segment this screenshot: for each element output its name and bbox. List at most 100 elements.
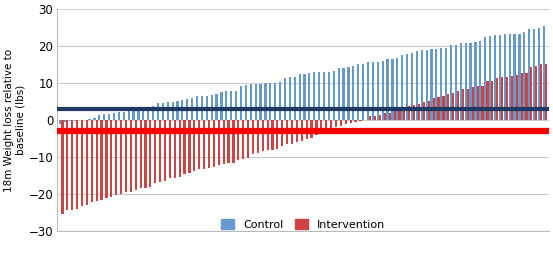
Bar (176, 101, 179, 120)
Bar (362, 64, 364, 120)
Bar (206, 96, 208, 120)
Bar (88, 119, 91, 120)
Bar (147, 107, 149, 120)
Bar (450, 45, 452, 120)
Bar (418, 104, 420, 120)
Bar (125, 120, 127, 192)
Bar (262, 120, 264, 151)
Bar (430, 49, 432, 120)
Bar (61, 120, 64, 214)
Bar (342, 68, 345, 120)
Bar (401, 55, 403, 120)
Bar (437, 97, 440, 120)
Bar (196, 96, 198, 120)
Bar (276, 120, 279, 149)
Bar (98, 115, 101, 120)
Bar (427, 100, 430, 120)
Bar (272, 120, 274, 150)
Bar (164, 120, 166, 181)
Bar (76, 120, 78, 209)
Bar (392, 59, 394, 120)
Bar (396, 58, 398, 120)
Bar (535, 66, 538, 120)
Bar (377, 62, 379, 120)
Bar (240, 86, 242, 120)
Bar (515, 75, 518, 120)
Bar (408, 106, 410, 120)
Bar (66, 120, 69, 210)
Bar (499, 35, 501, 120)
Bar (69, 120, 71, 121)
Bar (528, 29, 530, 120)
Bar (227, 120, 229, 163)
Bar (120, 120, 122, 194)
Bar (445, 47, 447, 120)
Bar (413, 105, 415, 120)
Bar (540, 64, 542, 120)
Bar (103, 114, 105, 120)
Bar (191, 98, 193, 120)
Bar (484, 37, 486, 120)
Bar (81, 120, 83, 206)
Bar (479, 41, 482, 120)
Bar (379, 115, 381, 120)
Bar (230, 91, 232, 120)
Bar (142, 107, 144, 120)
Bar (382, 61, 384, 120)
Bar (144, 120, 147, 188)
Bar (294, 76, 296, 120)
Bar (269, 83, 272, 120)
Bar (310, 120, 312, 138)
Bar (189, 120, 191, 172)
Bar (154, 120, 156, 183)
Bar (220, 92, 222, 120)
Bar (130, 120, 132, 192)
Bar (352, 66, 354, 120)
Bar (59, 120, 61, 124)
Bar (435, 49, 437, 120)
Bar (161, 103, 164, 120)
Bar (128, 111, 130, 120)
Bar (523, 32, 525, 120)
Bar (442, 96, 445, 120)
Bar (139, 120, 142, 188)
Bar (208, 120, 210, 168)
Bar (218, 120, 220, 166)
Y-axis label: 18m Weight loss relative to
baseline (lbs): 18m Weight loss relative to baseline (lb… (4, 48, 26, 192)
Bar (533, 28, 535, 120)
Bar (132, 110, 134, 120)
Bar (384, 113, 386, 120)
Bar (157, 103, 159, 120)
Bar (159, 120, 161, 182)
Bar (538, 28, 540, 120)
Bar (257, 120, 259, 153)
Bar (281, 120, 283, 146)
Bar (455, 45, 457, 120)
Bar (494, 36, 496, 120)
Bar (425, 50, 427, 120)
Bar (279, 82, 281, 120)
Bar (301, 120, 303, 141)
Bar (421, 50, 423, 120)
Bar (323, 71, 325, 120)
Bar (320, 120, 322, 132)
Bar (411, 53, 413, 120)
Bar (284, 78, 286, 120)
Bar (335, 120, 337, 127)
Bar (101, 120, 103, 200)
Bar (452, 93, 455, 120)
Bar (367, 62, 369, 120)
Bar (149, 120, 152, 187)
Bar (166, 102, 169, 120)
Bar (181, 100, 184, 120)
Bar (86, 120, 88, 205)
Bar (354, 120, 357, 123)
Bar (325, 120, 327, 132)
Bar (134, 120, 137, 190)
Bar (509, 34, 511, 120)
Bar (345, 120, 347, 124)
Bar (247, 120, 249, 158)
Bar (474, 42, 477, 120)
Bar (211, 95, 213, 120)
Bar (315, 120, 317, 135)
